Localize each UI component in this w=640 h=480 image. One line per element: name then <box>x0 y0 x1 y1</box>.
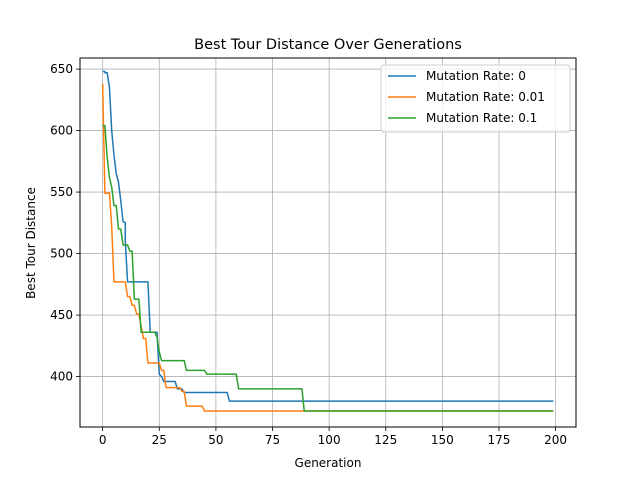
legend: Mutation Rate: 0 Mutation Rate: 0.01 Mutat… <box>380 64 571 133</box>
legend-label-3: Mutation Rate: 0.1 <box>426 111 537 125</box>
x-axis-label: Generation <box>295 456 362 470</box>
series-line-2 <box>101 83 554 412</box>
x-tick-label: 175 <box>488 433 511 447</box>
legend-box <box>380 64 571 133</box>
x-tick-label: 100 <box>318 433 341 447</box>
y-tick-label: 550 <box>50 185 73 199</box>
series-line-3 <box>102 124 554 412</box>
ticks: 0 25 50 75 100 125 150 175 200 400 450 500 550 600 650 <box>50 62 567 447</box>
y-tick-label: 600 <box>50 124 73 138</box>
x-tick-label: 125 <box>374 433 397 447</box>
y-tick-label: 450 <box>50 308 73 322</box>
axes-frame <box>79 57 577 428</box>
legend-label-1: Mutation Rate: 0 <box>426 69 526 83</box>
y-tick-label: 400 <box>50 370 73 384</box>
y-tick-label: 500 <box>50 247 73 261</box>
legend-label-2: Mutation Rate: 0.01 <box>426 90 545 104</box>
x-tick-label: 50 <box>208 433 223 447</box>
y-axis-label: Best Tour Distance <box>24 187 38 299</box>
x-tick-label: 25 <box>152 433 167 447</box>
x-tick-label: 200 <box>544 433 567 447</box>
x-tick-label: 0 <box>99 433 107 447</box>
y-tick-label: 650 <box>50 62 73 76</box>
series-layer <box>101 70 554 412</box>
x-tick-label: 75 <box>265 433 280 447</box>
chart-title: Best Tour Distance Over Generations <box>194 37 462 53</box>
x-tick-label: 150 <box>431 433 454 447</box>
